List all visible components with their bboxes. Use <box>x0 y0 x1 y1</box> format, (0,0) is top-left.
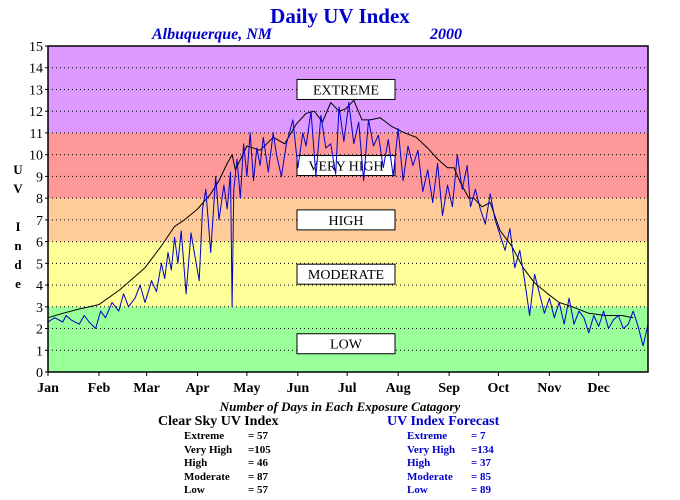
summary-row: High = 46 <box>158 457 278 471</box>
summary-label: Extreme <box>184 430 225 442</box>
band-label-frame <box>296 263 396 285</box>
summary-row: Low = 57 <box>158 484 278 498</box>
exposure-summary-title: Number of Days in Each Exposure Catagory <box>219 399 461 414</box>
summary-value: =134 <box>471 443 494 456</box>
band-label-text: MODERATE <box>308 268 384 283</box>
location-label: Albuquerque, NM <box>152 26 273 43</box>
x-tick-label: Jun <box>287 381 310 396</box>
x-tick-label: Mar <box>133 381 159 396</box>
band-label-text: LOW <box>330 338 363 353</box>
summary-label: Very High <box>184 443 233 456</box>
summary-label: High <box>184 457 208 469</box>
summary-row: Extreme = 57 <box>158 430 278 444</box>
band-label-box: MODERATE <box>296 263 396 285</box>
summary-value: = 57 <box>248 484 269 496</box>
clear-sky-line <box>47 99 634 319</box>
y-tick-label: 9 <box>36 170 43 185</box>
summary-row: Moderate = 85 <box>387 471 499 485</box>
y-tick-label: 12 <box>29 105 43 120</box>
x-tick-label: Aug <box>386 381 411 396</box>
summary-label: Moderate <box>184 470 230 483</box>
band-label-frame <box>296 209 396 231</box>
summary-row: Moderate = 87 <box>158 471 278 485</box>
summary-row: Very High =134 <box>387 444 499 458</box>
band-label-box: HIGH <box>296 209 396 231</box>
summary-label: Moderate <box>407 470 453 483</box>
band-label-box: VERY HIGH <box>296 155 396 177</box>
summary-value: =105 <box>248 443 271 456</box>
chart-title: Daily UV Index <box>270 4 410 28</box>
x-axis-ticks: Jan Feb Mar Apr May Jun Jul Aug Sep Oct Nov Dec <box>37 372 610 396</box>
y-tick-label: 11 <box>30 127 43 142</box>
clear-sky-summary: Clear Sky UV Index Extreme = 57 Very High… <box>158 414 278 498</box>
summary-value: = 7 <box>471 430 486 442</box>
y-axis-label-char: e <box>15 276 21 291</box>
band-label-frame <box>296 155 396 177</box>
forecast-heading: UV Index Forecast <box>387 414 500 429</box>
y-tick-label: 15 <box>29 40 43 55</box>
band-label-frame <box>296 78 396 100</box>
summary-label: Very High <box>407 443 456 456</box>
y-tick-label: 6 <box>36 236 43 251</box>
y-axis-label-char: n <box>14 238 22 253</box>
y-tick-label: 5 <box>36 257 43 272</box>
band-label-text: EXTREME <box>313 83 379 98</box>
summary-row: High = 37 <box>387 457 499 471</box>
band-label-text: VERY HIGH <box>308 160 383 175</box>
y-axis-label-char: I <box>15 219 21 234</box>
y-tick-label: 1 <box>36 344 43 359</box>
forecast-line <box>47 102 649 347</box>
x-tick-label: Feb <box>88 381 111 396</box>
band-label-box: LOW <box>296 333 396 355</box>
y-axis-label-char: V <box>13 181 23 196</box>
y-axis-label: U V I n d e <box>10 160 26 293</box>
x-tick-label: May <box>233 381 260 396</box>
y-tick-label: 0 <box>36 366 43 381</box>
forecast-summary: UV Index Forecast Extreme = 7 Very High =1… <box>387 414 499 498</box>
y-axis-label-char: U <box>13 162 23 177</box>
y-tick-label: 8 <box>36 192 43 207</box>
y-axis-label-char <box>10 198 26 217</box>
summary-value: = 89 <box>471 484 492 496</box>
x-tick-label: Oct <box>488 381 510 396</box>
summary-row: Very High =105 <box>158 444 278 458</box>
band-label-frame <box>296 333 396 355</box>
summary-label: Low <box>184 484 205 496</box>
summary-row: Extreme = 7 <box>387 430 499 444</box>
y-tick-label: 10 <box>29 149 43 164</box>
x-tick-label: Dec <box>587 381 610 396</box>
summary-label: Extreme <box>407 430 448 442</box>
summary-value: = 87 <box>248 470 269 483</box>
y-tick-label: 7 <box>36 214 43 229</box>
y-tick-label: 4 <box>36 279 43 294</box>
x-tick-label: Jan <box>37 381 59 396</box>
summary-value: = 85 <box>471 470 492 483</box>
band-label-text: HIGH <box>329 214 364 229</box>
summary-value: = 37 <box>471 457 492 469</box>
y-tick-label: 14 <box>29 62 43 77</box>
summary-value: = 57 <box>248 430 269 442</box>
grid-lines <box>48 67 648 351</box>
x-tick-label: Apr <box>186 381 210 396</box>
x-tick-label: Sep <box>438 381 460 396</box>
y-tick-label: 2 <box>36 323 43 338</box>
y-axis-label-char: d <box>14 257 22 272</box>
series-lines <box>47 99 649 347</box>
year-label: 2000 <box>430 26 462 43</box>
summary-label: Low <box>407 484 428 496</box>
summary-value: = 46 <box>248 457 269 469</box>
plot-frame <box>47 45 649 373</box>
clear-sky-heading: Clear Sky UV Index <box>158 414 279 429</box>
summary-label: High <box>407 457 431 469</box>
x-tick-label: Jul <box>338 381 357 396</box>
band-label-box: EXTREME <box>296 78 396 100</box>
y-tick-label: 3 <box>36 301 43 316</box>
y-tick-label: 13 <box>29 83 43 98</box>
summary-row: Low = 89 <box>387 484 499 498</box>
x-tick-label: Nov <box>537 381 561 396</box>
